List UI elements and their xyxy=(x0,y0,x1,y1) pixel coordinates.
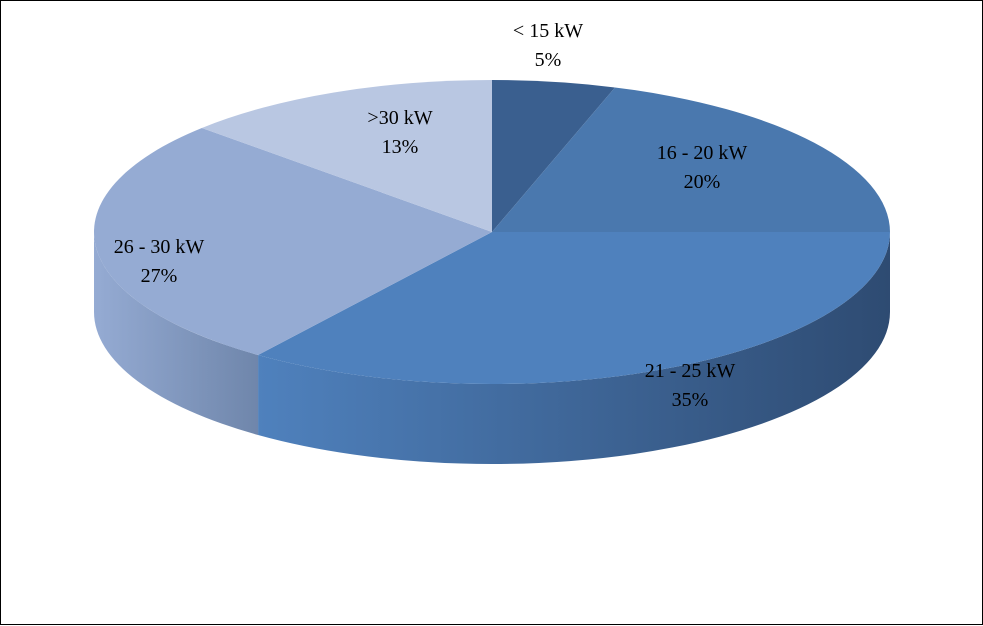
slice-label-percent: 27% xyxy=(141,265,178,287)
pie-slices xyxy=(93,80,890,384)
pie-slice-2[interactable] xyxy=(258,232,890,384)
pie-slice-1[interactable] xyxy=(492,87,890,232)
pie-labels: < 15 kW 5% 16 - 20 kW 20% 21 - 25 kW 35% 26 - … xyxy=(114,20,748,411)
pie-slice-0[interactable] xyxy=(492,80,615,232)
pie-slice-3[interactable] xyxy=(93,127,492,355)
slice-label-name: >30 kW xyxy=(367,107,432,129)
slice-label-percent: 20% xyxy=(684,171,721,193)
slice-label-percent: 5% xyxy=(535,49,562,71)
pie-slice-4[interactable] xyxy=(201,80,492,232)
slice-label-percent: 35% xyxy=(672,389,709,411)
pie-side-3 xyxy=(94,232,259,435)
slice-label-name: < 15 kW xyxy=(513,20,583,42)
slice-label-name: 26 - 30 kW xyxy=(114,236,205,258)
slice-label-name: 16 - 20 kW xyxy=(657,142,748,164)
pie-sides xyxy=(94,232,890,464)
pie-side-2 xyxy=(258,232,890,464)
slice-label-percent: 13% xyxy=(382,136,419,158)
slice-label-name: 21 - 25 kW xyxy=(645,360,736,382)
